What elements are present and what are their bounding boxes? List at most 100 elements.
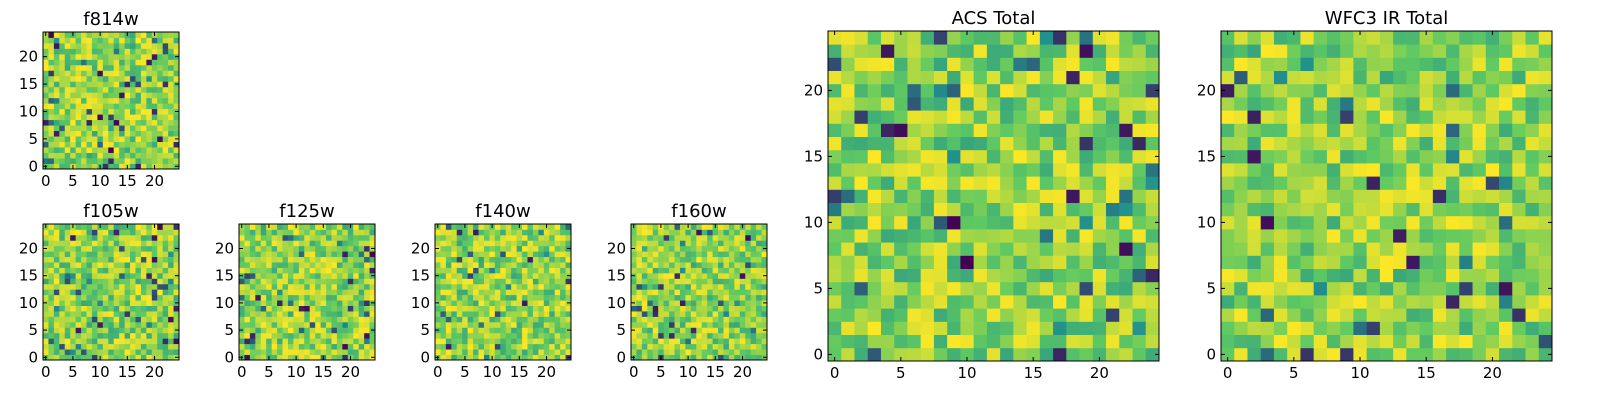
heatmap-cell: [1419, 347, 1434, 362]
heatmap-cell: [462, 278, 469, 285]
heatmap-cell: [723, 349, 730, 355]
heatmap-cell: [565, 316, 572, 323]
heatmap-cell: [1273, 189, 1288, 203]
heatmap-cell: [707, 283, 713, 290]
heatmap-cell: [527, 224, 534, 230]
heatmap-cell: [364, 327, 370, 334]
heatmap-cell: [266, 256, 273, 263]
heatmap-cell: [1247, 123, 1262, 137]
heatmap-cell: [162, 119, 169, 126]
heatmap-cell: [723, 234, 730, 241]
heatmap-cell: [119, 289, 125, 296]
heatmap-cell: [1013, 255, 1027, 269]
heatmap-cell: [266, 316, 273, 323]
heatmap-cell: [59, 311, 66, 317]
heatmap-cell: [631, 251, 637, 258]
heatmap-cell: [1079, 57, 1094, 71]
y-tick-label: 10: [804, 213, 823, 231]
heatmap-cell: [712, 262, 719, 268]
heatmap-cell: [97, 267, 104, 274]
heatmap-cell: [973, 176, 988, 190]
heatmap-cell: [315, 300, 321, 306]
heatmap-cell: [489, 300, 496, 306]
heatmap-cell: [1512, 97, 1526, 111]
heatmap-cell: [91, 338, 98, 345]
heatmap-cell: [70, 37, 77, 44]
heatmap-cell: [489, 327, 496, 334]
heatmap-cell: [867, 31, 882, 45]
x-tick-label: 20: [1090, 364, 1109, 382]
heatmap-cell: [947, 70, 961, 85]
heatmap-cell: [130, 130, 136, 137]
heatmap-cell: [86, 86, 93, 93]
heatmap-cell: [369, 267, 376, 274]
heatmap-cell: [48, 321, 55, 328]
heatmap-cell: [1221, 97, 1235, 111]
heatmap-cell: [173, 289, 180, 296]
heatmap-cell: [718, 327, 724, 334]
heatmap-cell: [277, 251, 283, 258]
heatmap-cell: [1353, 321, 1368, 335]
heatmap-cell: [298, 349, 305, 355]
heatmap-cell: [1079, 44, 1094, 58]
heatmap-cell: [641, 272, 648, 279]
heatmap-cell: [1287, 83, 1301, 98]
heatmap-cell: [456, 289, 463, 296]
heatmap-cell: [478, 234, 485, 241]
heatmap-cell: [679, 305, 686, 312]
heatmap-cell: [734, 283, 741, 290]
heatmap-cell: [641, 354, 648, 361]
heatmap-cell: [701, 262, 708, 268]
heatmap-cell: [756, 338, 762, 345]
heatmap-cell: [48, 338, 55, 345]
heatmap-cell: [140, 251, 147, 258]
heatmap-cell: [1039, 176, 1054, 190]
heatmap-cell: [451, 300, 458, 306]
heatmap-cell: [1406, 347, 1420, 362]
heatmap-cell: [973, 334, 988, 349]
heatmap-cell: [75, 158, 82, 164]
heatmap-cell: [500, 224, 507, 230]
heatmap-cell: [1485, 57, 1500, 71]
heatmap-cell: [907, 70, 922, 85]
heatmap-cell: [554, 332, 561, 339]
heatmap-cell: [130, 332, 136, 339]
heatmap-cell: [140, 234, 147, 241]
heatmap-cell: [1538, 334, 1553, 349]
heatmap-cell: [1326, 308, 1341, 322]
heatmap-cell: [1393, 255, 1407, 269]
heatmap-cell: [157, 300, 164, 306]
heatmap-cell: [1406, 334, 1420, 349]
heatmap-cell: [130, 305, 136, 312]
heatmap-cell: [1432, 295, 1447, 309]
heatmap-cell: [97, 42, 104, 49]
heatmap-cell: [1287, 268, 1301, 283]
heatmap-cell: [652, 224, 659, 230]
heatmap-cell: [1000, 163, 1014, 177]
heatmap-cell: [750, 316, 757, 323]
heatmap-cell: [59, 163, 66, 170]
heatmap-cell: [1287, 163, 1301, 177]
heatmap-cell: [162, 338, 169, 345]
heatmap-cell: [867, 295, 882, 309]
heatmap-cell: [674, 332, 681, 339]
heatmap-cell: [1393, 215, 1407, 230]
heatmap-cell: [168, 272, 174, 279]
heatmap-cell: [1000, 189, 1014, 203]
heatmap-cell: [1419, 97, 1434, 111]
heatmap-cell: [157, 152, 164, 159]
heatmap-cell: [130, 300, 136, 306]
heatmap-cell: [1106, 229, 1120, 243]
heatmap-cell: [86, 147, 93, 153]
heatmap-cell: [1026, 202, 1041, 217]
heatmap-cell: [1459, 242, 1473, 256]
heatmap-cell: [86, 234, 93, 241]
x-tick-label: 20: [733, 363, 752, 381]
heatmap-cell: [249, 316, 256, 323]
heatmap-cell: [53, 283, 60, 290]
heatmap-cell: [880, 70, 895, 85]
heatmap-cell: [690, 327, 697, 334]
heatmap-cell: [102, 53, 109, 60]
heatmap-cell: [854, 321, 869, 335]
heatmap-cell: [880, 308, 895, 322]
